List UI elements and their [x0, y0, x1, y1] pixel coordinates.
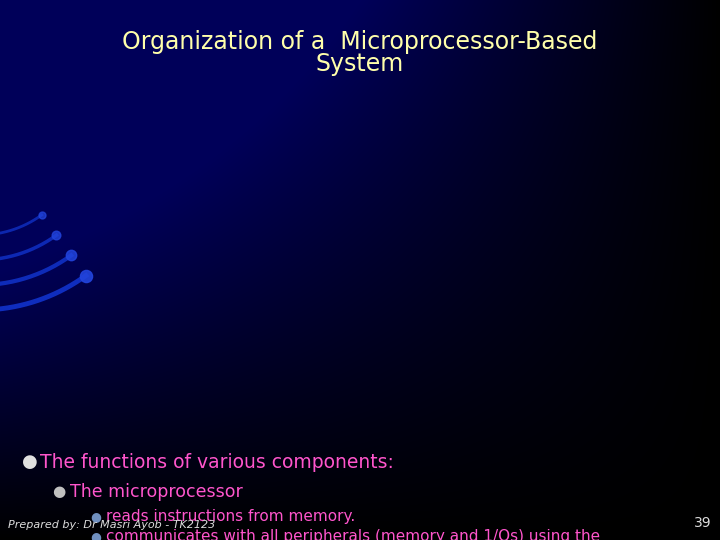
Text: ●: ●	[52, 484, 66, 500]
Text: Organization of a  Microprocessor-Based: Organization of a Microprocessor-Based	[122, 30, 598, 54]
Text: System: System	[316, 52, 404, 76]
Text: communicates with all peripherals (memory and 1/Os) using the: communicates with all peripherals (memor…	[106, 530, 600, 540]
Text: 39: 39	[694, 516, 712, 530]
Text: The functions of various components:: The functions of various components:	[40, 453, 394, 471]
Text: ●: ●	[90, 530, 101, 540]
Text: ●: ●	[22, 453, 37, 471]
Text: Prepared by: Dr Masri Ayob - TK2123: Prepared by: Dr Masri Ayob - TK2123	[8, 520, 215, 530]
Text: ●: ●	[90, 510, 101, 523]
Text: reads instructions from memory.: reads instructions from memory.	[106, 510, 355, 524]
Text: The microprocessor: The microprocessor	[70, 483, 243, 501]
